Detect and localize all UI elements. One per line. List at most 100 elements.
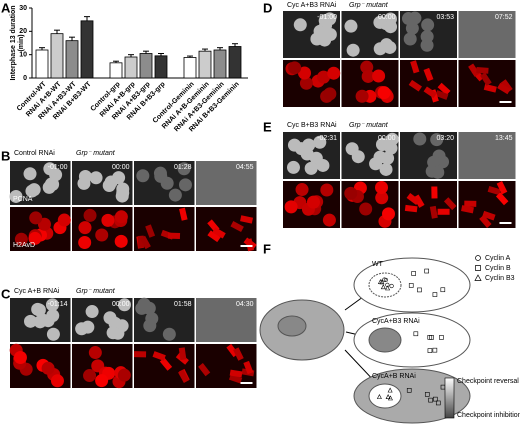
nucleus (288, 61, 302, 75)
nucleus (106, 326, 120, 340)
nucleus (177, 162, 191, 176)
nucleus (373, 15, 387, 29)
nucleus (178, 347, 187, 361)
nucleus (42, 180, 56, 194)
cyclin-b3 (380, 284, 386, 290)
cyclin-b (424, 268, 430, 274)
nucleus (483, 83, 497, 93)
nucleus (346, 43, 360, 57)
nucleus (162, 327, 176, 341)
nucleus (368, 327, 402, 353)
nucleus (89, 171, 103, 185)
nucleus (302, 138, 316, 152)
nucleus (384, 20, 398, 34)
nucleus (404, 204, 418, 213)
bar (35, 49, 49, 79)
nucleus (437, 208, 450, 215)
row-label: H2AvD (13, 242, 35, 249)
cyclin-b (435, 400, 441, 406)
cyclin-a (383, 277, 389, 283)
nucleus (319, 25, 333, 39)
nucleus (480, 72, 492, 86)
nucleus (410, 60, 420, 74)
panel-title: Control RNAi (14, 150, 55, 157)
nucleus (27, 183, 41, 197)
nucleus (136, 169, 150, 183)
nucleus (228, 373, 243, 384)
nucleus (85, 305, 99, 319)
bar (109, 62, 123, 79)
nucleus (88, 346, 102, 360)
legend-symbol (475, 265, 481, 271)
legend-label: Cyclin A (485, 255, 511, 262)
cyclin-b (417, 287, 422, 293)
nucleus (23, 167, 37, 181)
timestamp: -01:00 (48, 164, 68, 171)
nucleus (230, 221, 244, 232)
legend-label: Cyclin B3 (485, 275, 515, 282)
nucleus (179, 207, 188, 221)
nucleus (145, 312, 159, 326)
nucleus (495, 192, 509, 206)
nucleus (359, 202, 373, 216)
bar (198, 50, 212, 79)
nucleus (317, 70, 331, 84)
nucleus (29, 211, 43, 225)
cyclin-b (427, 348, 433, 353)
nucleus (178, 178, 192, 192)
nucleus (443, 197, 457, 211)
nucleus (372, 69, 386, 83)
gradient-bar (444, 377, 455, 419)
y-axis-label: Interphase 13 duration (10, 5, 17, 80)
cell-label: CycA+B RNAi (372, 373, 416, 380)
legend-symbol (474, 274, 482, 281)
cyclin-b (432, 396, 438, 402)
nucleus (118, 298, 132, 312)
timestamp: -01:00 (317, 14, 337, 21)
micrograph (400, 60, 457, 107)
nucleus (351, 150, 365, 164)
nucleus (112, 171, 126, 185)
timestamp: 01:58 (174, 301, 192, 308)
panel-letter: D (263, 0, 272, 15)
nucleus (293, 18, 307, 32)
nucleus (159, 357, 173, 371)
cyclin-b (411, 271, 416, 276)
bar (50, 33, 64, 79)
cyclin-b (432, 292, 438, 297)
nucleus (382, 207, 396, 221)
nucleus (468, 63, 480, 77)
nucleus (375, 137, 389, 151)
nucleus (476, 66, 489, 74)
cyclin-b (424, 392, 430, 397)
timestamp: 00:00 (112, 164, 130, 171)
panel-letter: A (1, 0, 11, 15)
nucleus (9, 189, 23, 203)
nucleus (178, 369, 190, 384)
micrograph (458, 11, 516, 58)
nucleus (497, 82, 511, 95)
nucleus (134, 351, 147, 358)
nucleus (431, 186, 438, 199)
timestamp: 00:00 (378, 135, 396, 142)
nucleus (115, 189, 129, 203)
nucleus (95, 374, 109, 388)
cell (353, 368, 471, 424)
genotype: Grp⁻ mutant (76, 150, 116, 157)
nucleus (114, 234, 128, 248)
nucleus (373, 42, 387, 56)
nucleus (420, 38, 434, 52)
nucleus (153, 166, 167, 180)
nucleus (435, 90, 449, 100)
cyclin-b (440, 287, 446, 293)
nucleus (379, 162, 393, 176)
nucleus (284, 200, 298, 214)
nucleus (423, 67, 434, 82)
bar (124, 56, 138, 79)
nucleus (318, 14, 332, 28)
panel-title: Cyc B+B3 RNAi (287, 122, 337, 129)
cyclin-b3 (385, 285, 391, 291)
nucleus (23, 314, 37, 328)
nucleus (427, 155, 441, 169)
nucleus (423, 86, 437, 99)
